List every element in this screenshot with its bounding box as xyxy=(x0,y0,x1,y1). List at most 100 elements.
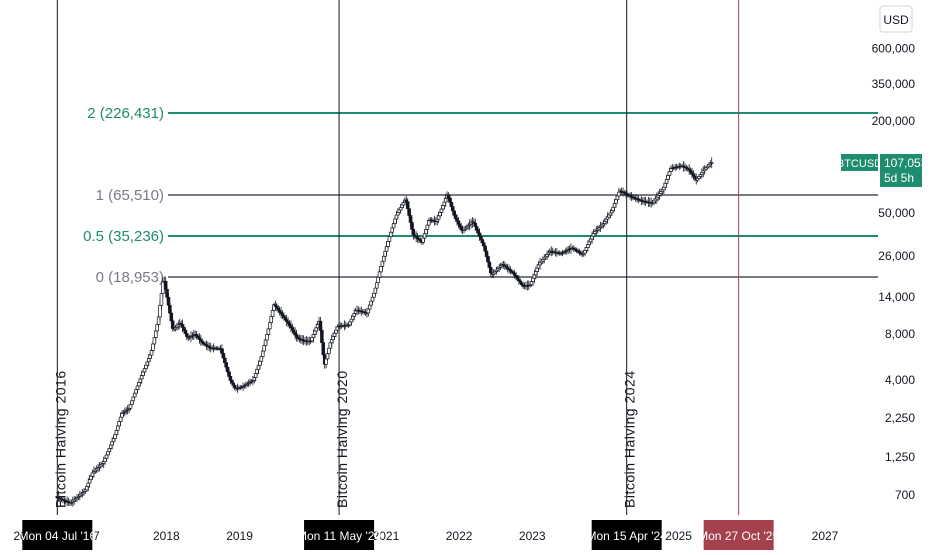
candle-body-22 xyxy=(86,482,91,487)
candle-body-45 xyxy=(118,416,123,422)
candle-body-398 xyxy=(615,195,620,201)
candle-body-211 xyxy=(352,313,356,317)
candle-body-144 xyxy=(258,360,262,366)
candle-body-283 xyxy=(453,214,458,219)
candle-body-249 xyxy=(405,201,410,209)
candle-body-246 xyxy=(401,202,406,206)
year-tick-2023: 2023 xyxy=(519,529,546,543)
candle-body-192 xyxy=(325,353,330,360)
candle-body-67 xyxy=(149,350,154,356)
candle-body-307 xyxy=(487,261,492,268)
candle-body-149 xyxy=(265,334,269,341)
fib-label-0: 0 (18,953) xyxy=(96,269,164,286)
candle-body-126 xyxy=(232,384,237,389)
candle-body-232 xyxy=(382,255,386,262)
candle-body-285 xyxy=(456,220,461,225)
price-tick-50000: 50,000 xyxy=(878,206,915,220)
candle-body-120 xyxy=(224,362,228,368)
candle-body-54 xyxy=(131,396,136,402)
candle-body-253 xyxy=(411,228,416,236)
candle-body-119 xyxy=(223,357,227,363)
year-tick-2018: 2018 xyxy=(153,529,180,543)
candle-body-91 xyxy=(183,330,188,334)
halving-label-2: Bitcoin Halving 2024 xyxy=(622,370,638,508)
candle-body-62 xyxy=(142,368,147,373)
candle-body-187 xyxy=(318,320,323,331)
fib-label-0.5: 0.5 (35,236) xyxy=(83,228,164,245)
candle-body-240 xyxy=(393,218,397,224)
candle-body-61 xyxy=(141,371,145,376)
candle-body-141 xyxy=(253,373,258,378)
candle-body-341 xyxy=(535,267,539,272)
price-tick-14000: 14,000 xyxy=(878,290,915,304)
candle-body-301 xyxy=(479,235,483,240)
candle-body-299 xyxy=(476,229,480,234)
candle-body-184 xyxy=(314,327,318,332)
candle-body-229 xyxy=(377,271,382,278)
candle-body-308 xyxy=(489,267,493,274)
fib-label-1: 1 (65,510) xyxy=(96,187,164,204)
candle-body-151 xyxy=(268,322,272,330)
candle-body-193 xyxy=(327,347,331,354)
candle-body-276 xyxy=(443,198,448,203)
candle-body-282 xyxy=(452,210,456,216)
candle-body-56 xyxy=(134,389,138,394)
candle-body-191 xyxy=(324,358,328,365)
candle-body-238 xyxy=(390,227,394,233)
candle-body-223 xyxy=(369,300,373,306)
candle-body-69 xyxy=(152,337,157,345)
candle-body-381 xyxy=(591,232,596,237)
candle-body-271 xyxy=(436,215,441,220)
candle-body-233 xyxy=(383,250,387,257)
last-price-label: 107,053 xyxy=(884,156,928,170)
candle-body-36 xyxy=(106,451,110,456)
candle-body-275 xyxy=(442,201,447,206)
candle-body-379 xyxy=(588,238,593,243)
candle-body-145 xyxy=(259,356,264,362)
candle-body-38 xyxy=(109,444,113,449)
candle-body-196 xyxy=(331,336,335,341)
candle-body-279 xyxy=(448,197,452,203)
candle-body-46 xyxy=(120,413,124,418)
candle-body-273 xyxy=(439,208,444,213)
candle-body-63 xyxy=(144,364,148,369)
candle-body-337 xyxy=(529,281,534,286)
candle-body-306 xyxy=(486,256,490,263)
year-tick-2025: 2025 xyxy=(665,529,692,543)
price-tick-4000: 4,000 xyxy=(885,373,915,387)
candle-body-303 xyxy=(481,242,486,247)
candle-body-57 xyxy=(135,385,140,390)
price-axis[interactable]: USD 600,000 350,000 200,000 50,000 26,000 14,… xyxy=(872,5,916,502)
candle-body-305 xyxy=(484,250,489,257)
candle-body-251 xyxy=(408,215,413,223)
candle-body-181 xyxy=(310,337,314,342)
candle-body-287 xyxy=(459,226,463,230)
candle-body-78 xyxy=(165,288,169,298)
date-tag-0 xyxy=(22,520,93,550)
date-tag-label-2: Mon 15 Apr '24 xyxy=(587,529,668,543)
candle-body-396 xyxy=(612,203,617,208)
year-tick-2019: 2019 xyxy=(226,529,253,543)
candle-body-197 xyxy=(332,332,337,337)
price-series xyxy=(55,157,714,507)
candle-body-70 xyxy=(154,330,158,338)
candle-body-284 xyxy=(455,218,459,222)
last-price-badge: BTCUSD 107,053 5d 5h xyxy=(837,154,928,187)
candle-body-79 xyxy=(166,296,171,306)
currency-label-box[interactable]: USD xyxy=(879,5,913,33)
candle-body-242 xyxy=(396,212,400,216)
candle-body-74 xyxy=(159,293,164,306)
candle-body-146 xyxy=(261,350,265,357)
candle-body-261 xyxy=(422,233,427,239)
candle-body-117 xyxy=(220,348,224,354)
date-tag-label-1: Mon 11 May '20 xyxy=(297,529,381,543)
halving-label-0: Bitcoin Halving 2016 xyxy=(52,370,68,508)
candle-body-227 xyxy=(375,282,379,289)
price-tick-600000: 600,000 xyxy=(872,42,916,56)
candle-body-68 xyxy=(151,343,155,351)
candle-body-304 xyxy=(483,245,487,252)
candle-body-64 xyxy=(145,361,150,366)
